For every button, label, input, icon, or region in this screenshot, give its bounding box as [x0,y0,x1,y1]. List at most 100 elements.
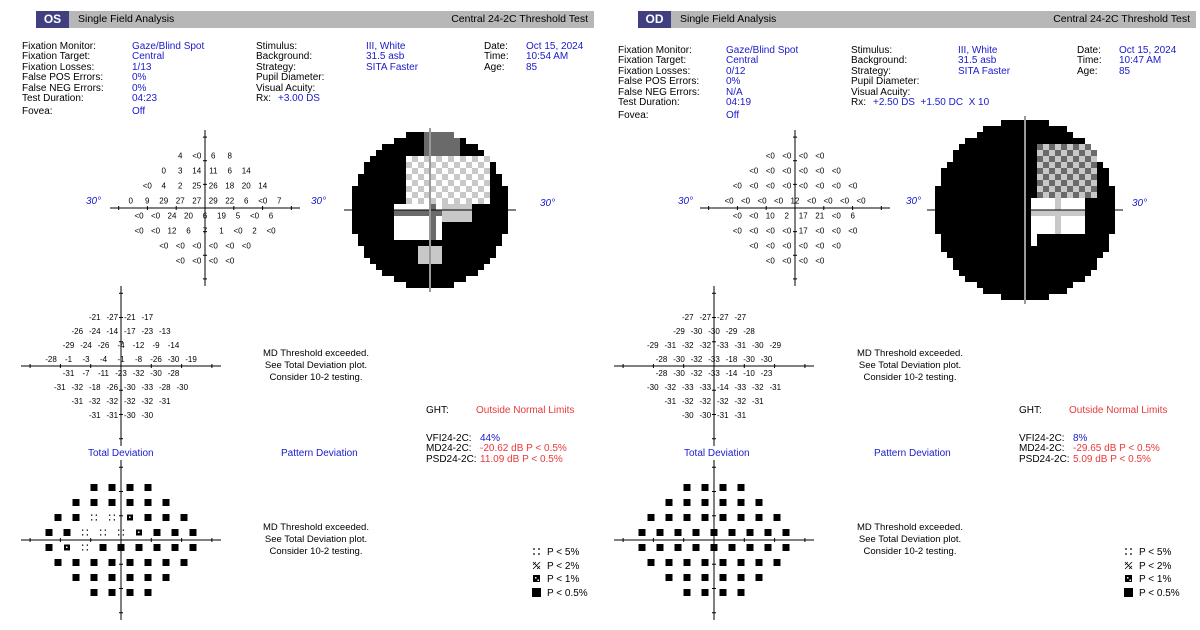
greyscale-cell [472,144,478,150]
total-deviation-value: -29 [647,341,659,350]
greyscale-cell [1019,258,1025,264]
greyscale-cell [436,192,442,198]
greyscale-cell [947,210,953,216]
greyscale-cell [1007,240,1013,246]
greyscale-cell [1001,210,1007,216]
greyscale-cell [442,240,448,246]
pattern-deviation-symbol [90,559,98,566]
threshold-value: 6 [228,167,233,176]
greyscale-cell [995,270,1001,276]
greyscale-cell [1019,282,1025,288]
greyscale-cell [953,210,959,216]
greyscale-cell [442,132,448,138]
greyscale-cell [364,180,370,186]
greyscale-cell [1019,240,1025,246]
greyscale-cell [1073,168,1079,174]
pattern-deviation-symbol [665,514,673,521]
pattern-deviation-symbol [72,514,80,521]
greyscale-cell [971,138,977,144]
greyscale-cell [466,264,472,270]
greyscale-cell [430,270,436,276]
greyscale-cell [1055,204,1061,210]
info-col-3-values: Oct 15, 2024 10:54 AM 85 [526,41,584,73]
greyscale-cell [977,258,983,264]
pattern-deviation-symbol [764,544,772,551]
greyscale-cell [1019,132,1025,138]
greyscale-cell [460,156,466,162]
pattern-deviation-symbol [674,544,682,551]
threshold-value: 2 [178,182,183,191]
threshold-value: <0 [766,167,776,176]
greyscale-cell [1055,156,1061,162]
total-deviation-value: -14 [168,341,180,350]
greyscale-cell [965,216,971,222]
greyscale-cell [394,138,400,144]
threshold-value: 6 [186,227,191,236]
greyscale-cell [418,156,424,162]
threshold-value: 19 [217,212,226,221]
greyscale-cell [1019,210,1025,216]
greyscale-cell [382,252,388,258]
greyscale-cell [1007,204,1013,210]
pattern-deviation-symbol [90,484,98,491]
greyscale-cell [1001,156,1007,162]
greyscale-cell [478,198,484,204]
greyscale-cell [370,234,376,240]
greyscale-cell [1049,126,1055,132]
greyscale-cell [442,276,448,282]
greyscale-cell [472,228,478,234]
greyscale-cell [1025,198,1031,204]
greyscale-cell [424,138,430,144]
greyscale-cell [1049,264,1055,270]
greyscale-cell [1031,294,1037,300]
greyscale-cell [382,222,388,228]
threshold-value: <0 [840,197,850,206]
threshold-value: <0 [856,197,866,206]
greyscale-cell [484,186,490,192]
greyscale-cell [394,156,400,162]
greyscale-cell [1061,144,1067,150]
pattern-deviation-symbol [91,519,93,521]
total-deviation-value: -14 [726,369,738,378]
greyscale-cell [436,186,442,192]
greyscale-cell [1049,246,1055,252]
greyscale-cell [364,168,370,174]
greyscale-cell [448,138,454,144]
total-deviation-value: -27 [106,313,118,322]
greyscale-cell [364,252,370,258]
threshold-value: 18 [225,182,234,191]
greyscale-cell [941,180,947,186]
greyscale-cell [406,132,412,138]
pattern-deviation-symbol [108,484,116,491]
greyscale-cell [959,234,965,240]
greyscale-cell [1031,258,1037,264]
greyscale-cell [1061,282,1067,288]
pattern-deviation-symbol [82,534,84,536]
greyscale-cell [1055,276,1061,282]
total-deviation-value: -30 [176,383,188,392]
greyscale-cell [941,192,947,198]
greyscale-cell [941,240,947,246]
greyscale-cell [412,240,418,246]
total-deviation-value: -1 [117,355,125,364]
greyscale-cell [442,228,448,234]
greyscale-cell [1007,150,1013,156]
greyscale-cell [370,258,376,264]
greyscale-cell [436,138,442,144]
greyscale-cell [442,156,448,162]
greyscale-cell [959,258,965,264]
header-bar: OD Single Field Analysis Central 24-2C T… [638,11,1196,28]
legend-item: P < 5% [532,546,588,560]
greyscale-cell [466,156,472,162]
greyscale-cell [1091,234,1097,240]
greyscale-cell [1019,126,1025,132]
greyscale-cell [466,246,472,252]
greyscale-cell [1073,246,1079,252]
greyscale-cell [412,162,418,168]
greyscale-cell [472,150,478,156]
greyscale-cell [1055,210,1061,216]
greyscale-cell [412,180,418,186]
pattern-deviation-symbol [755,574,763,581]
greyscale-cell [995,168,1001,174]
greyscale-cell [1031,240,1037,246]
